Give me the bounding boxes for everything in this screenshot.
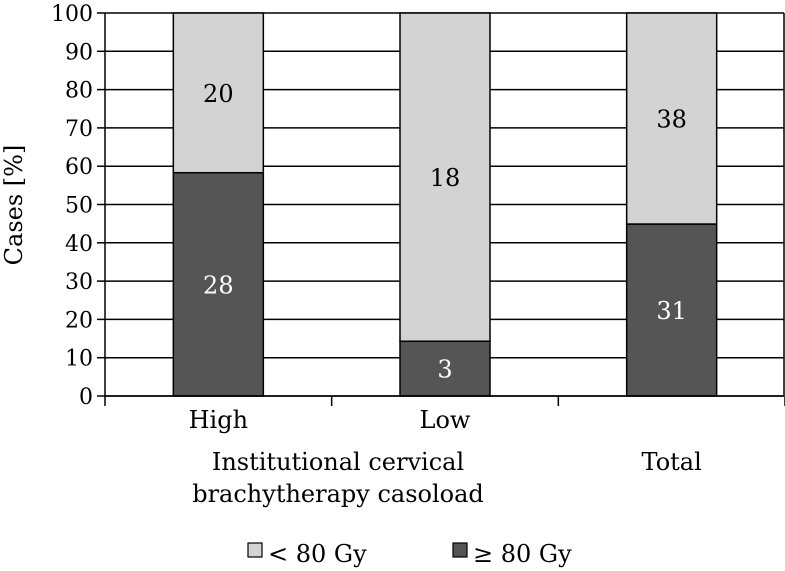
bar-data-label: 38 (656, 106, 687, 134)
bar-segment (625, 12, 718, 225)
legend-label: ≥ 80 Gy (473, 540, 572, 568)
bar-data-label: 18 (430, 164, 461, 192)
bar-count-labels: 28 20 3 18 31 38 (203, 80, 687, 384)
y-tick-label: 80 (65, 79, 93, 104)
group-label-line-1: Institutional cervical (212, 448, 464, 476)
bar-segment (399, 340, 491, 397)
group-label-line-2: brachytherapy casoload (192, 480, 484, 508)
bar-segment (399, 12, 491, 342)
y-tick-label: 100 (51, 2, 93, 27)
y-tick-label: 70 (65, 117, 93, 142)
y-tick-label: 40 (65, 232, 93, 257)
legend-swatch (247, 542, 263, 558)
bar-data-label: 31 (656, 297, 687, 325)
bar-segment (172, 171, 265, 397)
y-tick-label: 50 (65, 194, 93, 219)
bar-segment (625, 223, 718, 397)
legend-label: < 80 Gy (268, 540, 367, 568)
x-tick-label: High (189, 406, 248, 434)
y-tick-label: 90 (65, 40, 93, 65)
y-tick-label: 10 (65, 347, 93, 372)
bar-data-label: 20 (203, 80, 234, 108)
legend-swatch (452, 542, 468, 558)
x-tick-label: Total (642, 448, 702, 476)
legend: < 80 Gy ≥ 80 Gy (247, 540, 572, 568)
y-tick-label: 0 (79, 385, 93, 410)
y-tick-label: 60 (65, 155, 93, 180)
bars (172, 12, 718, 397)
y-axis-label: Cases [%] (0, 145, 28, 266)
y-tick-labels: 0 10 20 30 40 50 60 70 80 90 100 (51, 2, 93, 410)
y-tick-label: 30 (65, 270, 93, 295)
axes (97, 12, 785, 406)
x-tick-labels: High Low Total (189, 406, 702, 476)
bar-data-label: 28 (203, 271, 234, 299)
bar-data-label: 3 (437, 356, 452, 384)
x-tick-label: Low (420, 406, 471, 434)
y-tick-label: 20 (65, 308, 93, 333)
bar-segment (172, 12, 265, 174)
